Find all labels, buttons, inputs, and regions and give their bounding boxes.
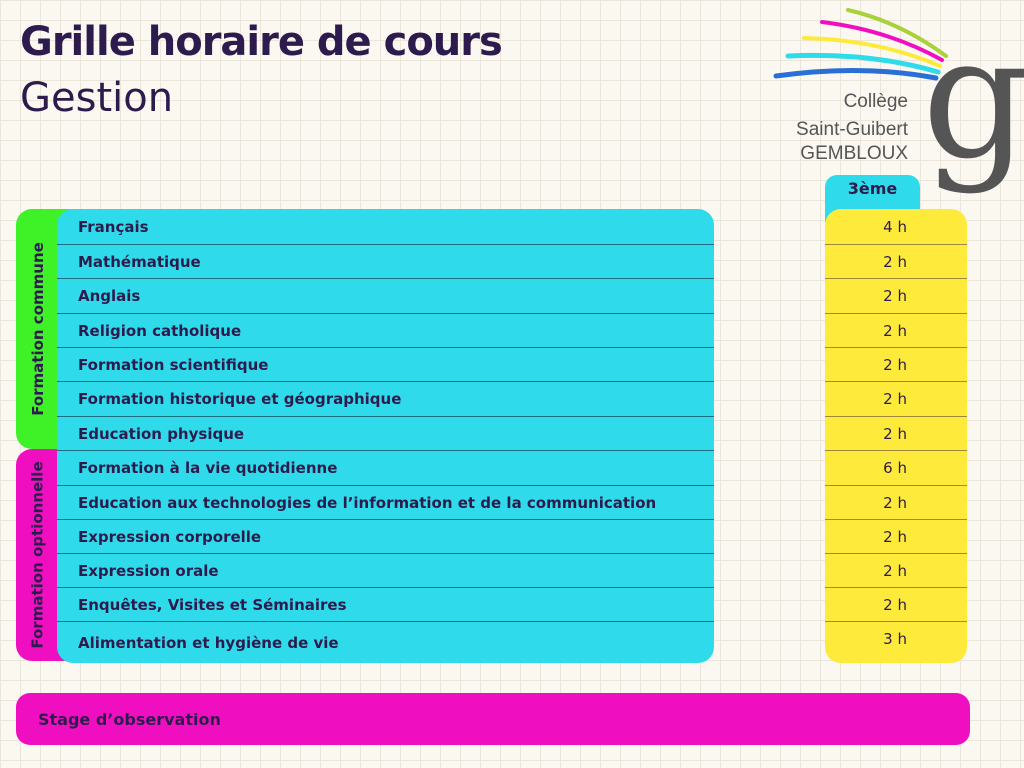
hours-value: 2 h: [883, 595, 907, 614]
subject-row: Enquêtes, Visites et Séminaires: [57, 587, 714, 621]
hours-value: 2 h: [883, 355, 907, 374]
hours-row: 2 h: [825, 278, 967, 313]
stage-observation-bar: Stage d’observation: [16, 693, 970, 745]
subject-name: Education aux technologies de l’informat…: [78, 493, 657, 512]
stage-observation-label: Stage d’observation: [38, 709, 221, 729]
hours-row: 2 h: [825, 519, 967, 553]
hours-value: 2 h: [883, 252, 907, 271]
subject-name: Mathématique: [78, 252, 201, 271]
hours-row: 2 h: [825, 587, 967, 621]
hours-row: 2 h: [825, 244, 967, 278]
logo-text-saint-guibert: Saint-Guibert: [796, 119, 908, 140]
logo-text-college: Collège: [843, 91, 908, 112]
hours-value: 2 h: [883, 561, 907, 580]
subject-name: Formation à la vie quotidienne: [78, 459, 338, 477]
subject-name: Education physique: [78, 424, 245, 443]
subject-row: Education physique: [57, 416, 714, 450]
hours-value: 3 h: [883, 629, 907, 648]
subject-row: Mathématique: [57, 244, 714, 278]
subject-name: Formation historique et géographique: [78, 390, 402, 408]
subject-row: Expression corporelle: [57, 519, 714, 553]
subject-name: Expression orale: [78, 561, 219, 580]
page-title: Grille horaire de cours: [20, 19, 503, 65]
subject-name: Formation scientifique: [78, 355, 269, 374]
subject-row: Religion catholique: [57, 313, 714, 347]
group-label-formation-commune: Formation commune: [29, 242, 48, 416]
logo-letter-g: g: [922, 0, 1024, 196]
subject-name: Anglais: [78, 287, 141, 305]
subject-row: Education aux technologies de l’informat…: [57, 485, 714, 519]
logo-text-gembloux: GEMBLOUX: [800, 143, 908, 164]
hours-row: 2 h: [825, 416, 967, 450]
hours-row: 2 h: [825, 347, 967, 381]
hours-row: 2 h: [825, 485, 967, 519]
subject-name: Français: [78, 217, 149, 236]
hours-row: 2 h: [825, 553, 967, 587]
subject-row: Alimentation et hygiène de vie: [57, 621, 714, 663]
subject-name: Alimentation et hygiène de vie: [78, 633, 339, 652]
hours-value: 2 h: [883, 390, 907, 408]
college-logo-stripes-icon: [773, 8, 948, 81]
subject-name: Enquêtes, Visites et Séminaires: [78, 595, 347, 614]
hours-value: 2 h: [883, 493, 907, 512]
subject-row: Anglais: [57, 278, 714, 313]
hours-row: 4 h: [825, 209, 967, 244]
hours-value: 2 h: [883, 321, 907, 340]
subject-row: Formation historique et géographique: [57, 381, 714, 416]
subjects-panel: Français Mathématique Anglais Religion c…: [57, 209, 714, 663]
hours-value: 2 h: [883, 424, 907, 443]
subject-row: Formation à la vie quotidienne: [57, 450, 714, 485]
hours-row: 2 h: [825, 313, 967, 347]
subject-row: Expression orale: [57, 553, 714, 587]
subject-name: Religion catholique: [78, 321, 242, 340]
page-subtitle: Gestion: [20, 75, 174, 121]
hours-row: 6 h: [825, 450, 967, 485]
subject-row: Français: [57, 209, 714, 244]
hours-value: 2 h: [883, 287, 907, 305]
hours-row: 3 h: [825, 621, 967, 655]
group-label-formation-optionnelle: Formation optionnelle: [29, 461, 48, 649]
hours-value: 4 h: [883, 217, 907, 236]
hours-column: 4 h 2 h 2 h 2 h 2 h 2 h 2 h 6 h 2 h 2 h …: [825, 209, 967, 663]
hours-value: 2 h: [883, 527, 907, 546]
hours-value: 6 h: [883, 459, 907, 477]
subject-row: Formation scientifique: [57, 347, 714, 381]
hours-row: 2 h: [825, 381, 967, 416]
subject-name: Expression corporelle: [78, 527, 262, 546]
